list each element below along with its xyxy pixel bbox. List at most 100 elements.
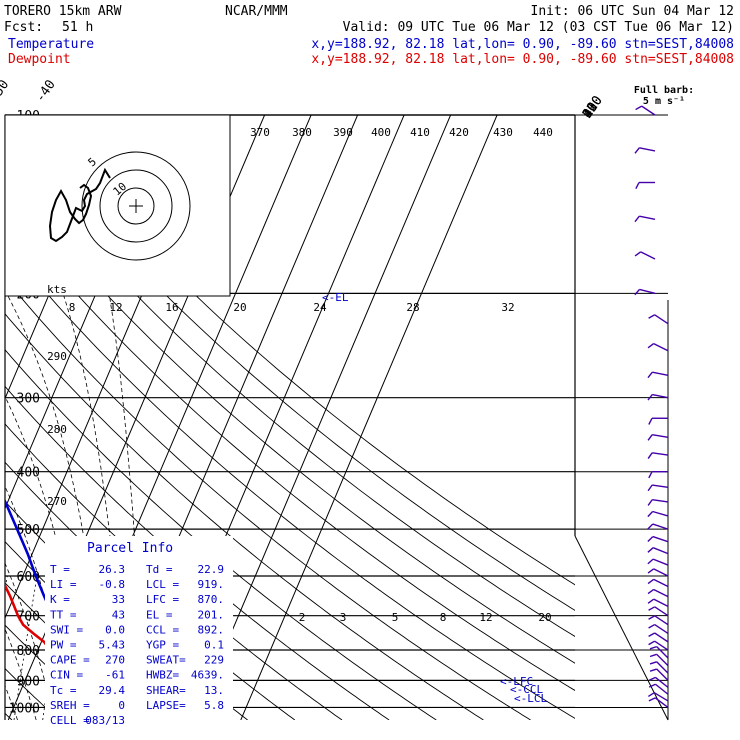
wind-barb [647,499,669,506]
parcel-info-background [45,536,233,720]
theta-label: 430 [493,126,513,139]
isotherm-line [193,115,452,720]
dry-adiabat-line [7,115,575,611]
parcel-info-cell: Td = [146,563,173,576]
hodograph-units: kts [47,283,67,296]
wind-barb-staff [655,676,669,688]
wind-barb-feather [647,578,655,585]
wind-barb [648,676,669,688]
wind-barb-feather [635,182,640,190]
parcel-info-cell: K = [50,593,70,606]
wind-barb-staff [652,452,669,456]
parcel-info-cell: -61 [105,669,125,682]
temperature-tick-label: -40 [33,77,59,105]
dry-adiabat-line [5,277,531,720]
parcel-info-cell: SREH = [50,699,90,712]
pressure-tick-label: 400 [17,466,40,481]
temperature-tick-label: 10 [580,100,601,121]
wind-barb-staff [653,578,669,588]
wind-barb [647,371,669,379]
wind-barb-feather [648,314,656,319]
temperature-tick-label: 20 [580,100,601,121]
parcel-info-cell: 29.4 [99,684,126,697]
dry-adiabat-line [5,313,484,720]
wind-barb-staff [652,547,669,555]
wind-barb [647,558,669,566]
wind-barb [647,588,669,598]
wind-barb-staff [654,615,669,626]
pressure-tick-label: 500 [17,523,40,538]
wind-barb-feather [648,697,656,702]
theta-label: 400 [371,126,391,139]
parcel-info-cell: 26.3 [99,563,126,576]
wind-barb-feather [648,676,656,681]
wind-barb-staff [652,499,669,503]
wind-barb-staff [652,434,669,439]
wind-barb-feather [648,640,656,646]
wind-barb-staff [656,668,669,681]
parcel-info-cell: TT = [50,608,77,621]
mixing-ratio-label: 3 [340,611,347,624]
temperature-legend: Temperature [8,37,94,52]
wind-barb-staff [652,558,669,566]
wind-barb [648,606,669,617]
wind-barb-feather [649,661,657,665]
wind-barb-feather [647,588,655,595]
dry-adiabat-line [5,175,575,664]
theta-label: 280 [47,423,67,436]
theta-label: 270 [47,495,67,508]
wind-barb-feather [647,568,655,574]
theta-label: 440 [533,126,553,139]
mixing-ratio-label: 16 [165,301,178,314]
wind-barb [648,640,669,651]
wind-barb-feather [647,394,653,401]
parcel-info-cell: SWEAT= [146,654,186,667]
parcel-info-cell: CAPE = [50,654,90,667]
theta-label: 390 [333,126,353,139]
dewpoint-station-info: x,y=188.92, 82.18 lat,lon= 0.90, -89.60 … [311,52,734,67]
pressure-tick-label: 1000 [9,701,40,716]
wind-barb [649,653,669,667]
parcel-info-cell: HWBZ= [146,669,179,682]
wind-barb-staff [639,147,656,152]
theta-label: 410 [410,126,430,139]
mixing-ratio-label: 24 [313,301,327,314]
init-time: Init: 06 UTC Sun 04 Mar 12 [531,4,735,19]
wind-barb-staff [653,588,669,598]
wind-barb-staff [656,653,669,667]
parcel-info-panel: Parcel Info T = 26.3 Td = 22.9 LI = -0.8 LCL =… [45,536,233,727]
hodograph-ring-5 [117,187,155,225]
hodograph-ring-10 [99,169,173,243]
parcel-info-cell: 43 [112,608,125,621]
level-marker-ccl: <-CCL [510,683,543,696]
wind-barb [634,215,656,223]
parcel-info-cell: 870. [198,593,225,606]
theta-label: 380 [292,126,312,139]
wind-barb-feather [647,536,654,543]
wind-barb [634,288,656,296]
hodograph-trace [48,167,111,243]
parcel-info-cell: 0 [118,699,125,712]
wind-barb-staff [654,697,669,709]
wind-barb [647,535,669,543]
wind-barb-staff [652,371,669,376]
wind-barb-staff [654,632,669,643]
parcel-info-cell: CIN = [50,669,83,682]
temperature-tick-label: -50 [0,77,12,105]
mixing-ratio-label: 8 [440,611,447,624]
wind-barb-feather [647,558,654,565]
level-marker-lfc: <-LFC [500,675,533,688]
wind-barb-feather [634,215,640,223]
level-marker-lcl: <-LCL [514,692,547,705]
wind-barb-staff [654,314,669,325]
wind-barb-feather [635,105,643,111]
wind-barb [647,510,669,518]
dewpoint-legend: Dewpoint [8,52,71,67]
wind-barb [648,632,669,643]
wind-barb-feather [647,499,653,506]
parcel-info-cell: 5.8 [204,699,224,712]
wind-barb [647,393,669,401]
skew-edge-line [574,535,669,721]
wind-barb [647,342,669,352]
wind-barb [634,251,656,260]
